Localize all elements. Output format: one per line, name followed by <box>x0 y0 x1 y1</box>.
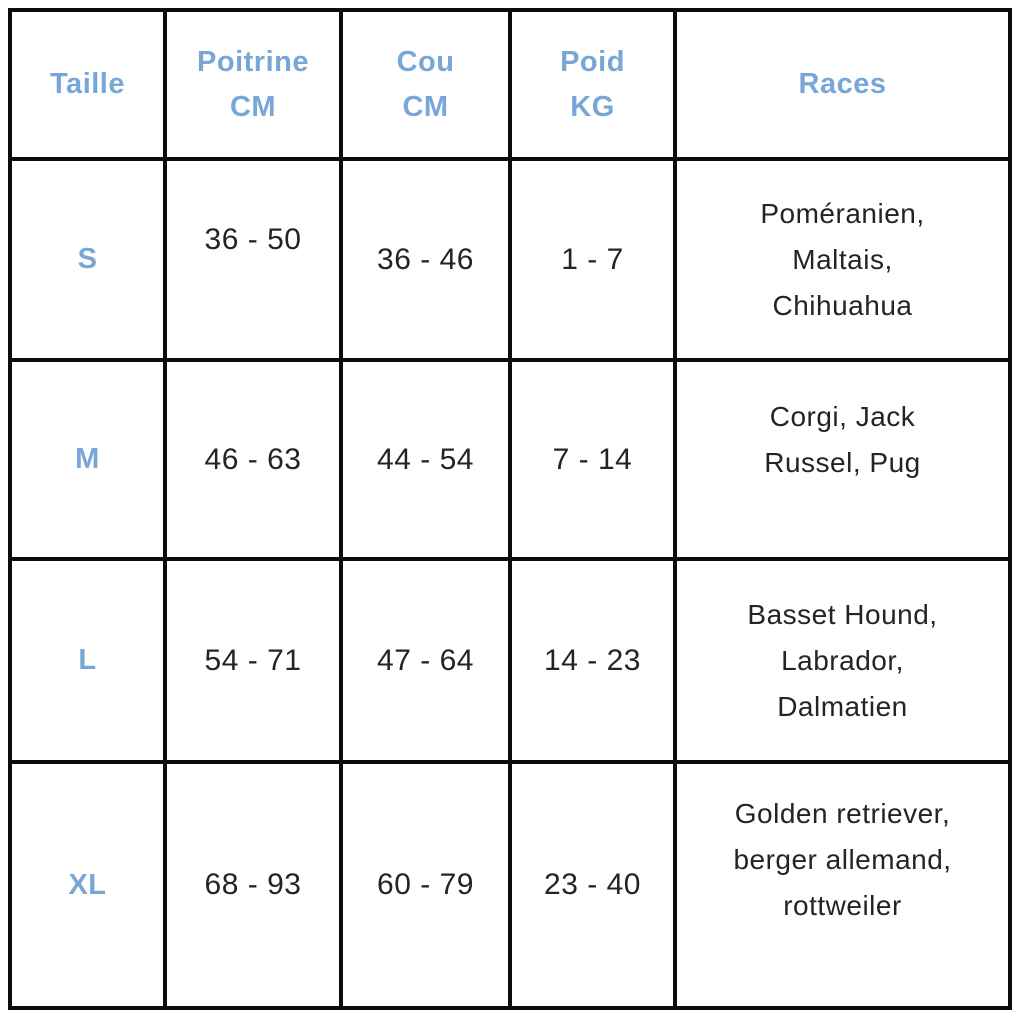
poitrine-value: 36 - 50 <box>204 222 302 256</box>
poitrine-cell: 54 - 71 <box>163 557 343 764</box>
poid-value: 7 - 14 <box>552 442 633 476</box>
races-value: Corgi, Jack Russel, Pug <box>764 400 921 478</box>
poitrine-value: 68 - 93 <box>204 868 302 901</box>
poid-value: 23 - 40 <box>544 868 641 901</box>
size-cell: S <box>8 157 167 362</box>
races-cell: Poméranien, Maltais, Chihuahua <box>673 157 1012 362</box>
table-row-s: S 36 - 50 36 - 46 1 - 7 Poméranien, Malt… <box>8 157 1012 362</box>
table-header: Taille Poitrine CM Cou CM Poid KG Races <box>8 8 1012 161</box>
poid-value: 14 - 23 <box>544 643 641 677</box>
size-cell: M <box>8 358 167 561</box>
header-cell-taille: Taille <box>8 8 167 161</box>
header-label-taille: Taille <box>50 68 125 100</box>
header-label-poid: Poid KG <box>560 45 625 123</box>
cou-value: 36 - 46 <box>377 242 474 276</box>
cou-cell: 47 - 64 <box>339 557 512 764</box>
cou-cell: 36 - 46 <box>339 157 512 362</box>
poid-cell: 14 - 23 <box>508 557 677 764</box>
header-cell-poid: Poid KG <box>508 8 677 161</box>
cou-value: 60 - 79 <box>377 868 474 901</box>
races-value: Poméranien, Maltais, Chihuahua <box>760 197 925 321</box>
poitrine-value: 46 - 63 <box>204 442 302 476</box>
table-row-xl: XL 68 - 93 60 - 79 23 - 40 Golden retrie… <box>8 760 1012 1010</box>
size-chart-table: Taille Poitrine CM Cou CM Poid KG Races … <box>8 8 1012 1010</box>
header-row: Taille Poitrine CM Cou CM Poid KG Races <box>8 8 1012 161</box>
cou-cell: 44 - 54 <box>339 358 512 561</box>
cou-value: 47 - 64 <box>377 643 474 677</box>
size-chart: Taille Poitrine CM Cou CM Poid KG Races … <box>8 8 1012 1010</box>
poitrine-cell: 68 - 93 <box>163 760 343 1010</box>
races-cell: Basset Hound, Labrador, Dalmatien <box>673 557 1012 764</box>
header-cell-races: Races <box>673 8 1012 161</box>
size-label: M <box>75 443 100 475</box>
header-cell-poitrine: Poitrine CM <box>163 8 343 161</box>
header-label-poitrine: Poitrine CM <box>197 45 309 123</box>
poid-cell: 23 - 40 <box>508 760 677 1010</box>
header-label-races: Races <box>798 68 887 100</box>
races-cell: Golden retriever, berger allemand, rottw… <box>673 760 1012 1010</box>
races-cell: Corgi, Jack Russel, Pug <box>673 358 1012 561</box>
table-row-m: M 46 - 63 44 - 54 7 - 14 Corgi, Jack Rus… <box>8 358 1012 561</box>
races-value: Golden retriever, berger allemand, rottw… <box>733 798 952 921</box>
size-cell: XL <box>8 760 167 1010</box>
size-label: L <box>78 644 97 676</box>
poid-cell: 1 - 7 <box>508 157 677 362</box>
cou-cell: 60 - 79 <box>339 760 512 1010</box>
poitrine-value: 54 - 71 <box>204 643 302 677</box>
header-cell-cou: Cou CM <box>339 8 512 161</box>
size-label: XL <box>68 868 107 901</box>
size-cell: L <box>8 557 167 764</box>
poitrine-cell: 36 - 50 <box>163 157 343 362</box>
poitrine-cell: 46 - 63 <box>163 358 343 561</box>
cou-value: 44 - 54 <box>377 442 474 476</box>
poid-cell: 7 - 14 <box>508 358 677 561</box>
poid-value: 1 - 7 <box>561 242 624 276</box>
races-value: Basset Hound, Labrador, Dalmatien <box>747 598 938 722</box>
table-row-l: L 54 - 71 47 - 64 14 - 23 Basset Hound, … <box>8 557 1012 764</box>
size-label: S <box>77 243 98 275</box>
table-body: S 36 - 50 36 - 46 1 - 7 Poméranien, Malt… <box>8 157 1012 1010</box>
header-label-cou: Cou CM <box>396 45 455 123</box>
